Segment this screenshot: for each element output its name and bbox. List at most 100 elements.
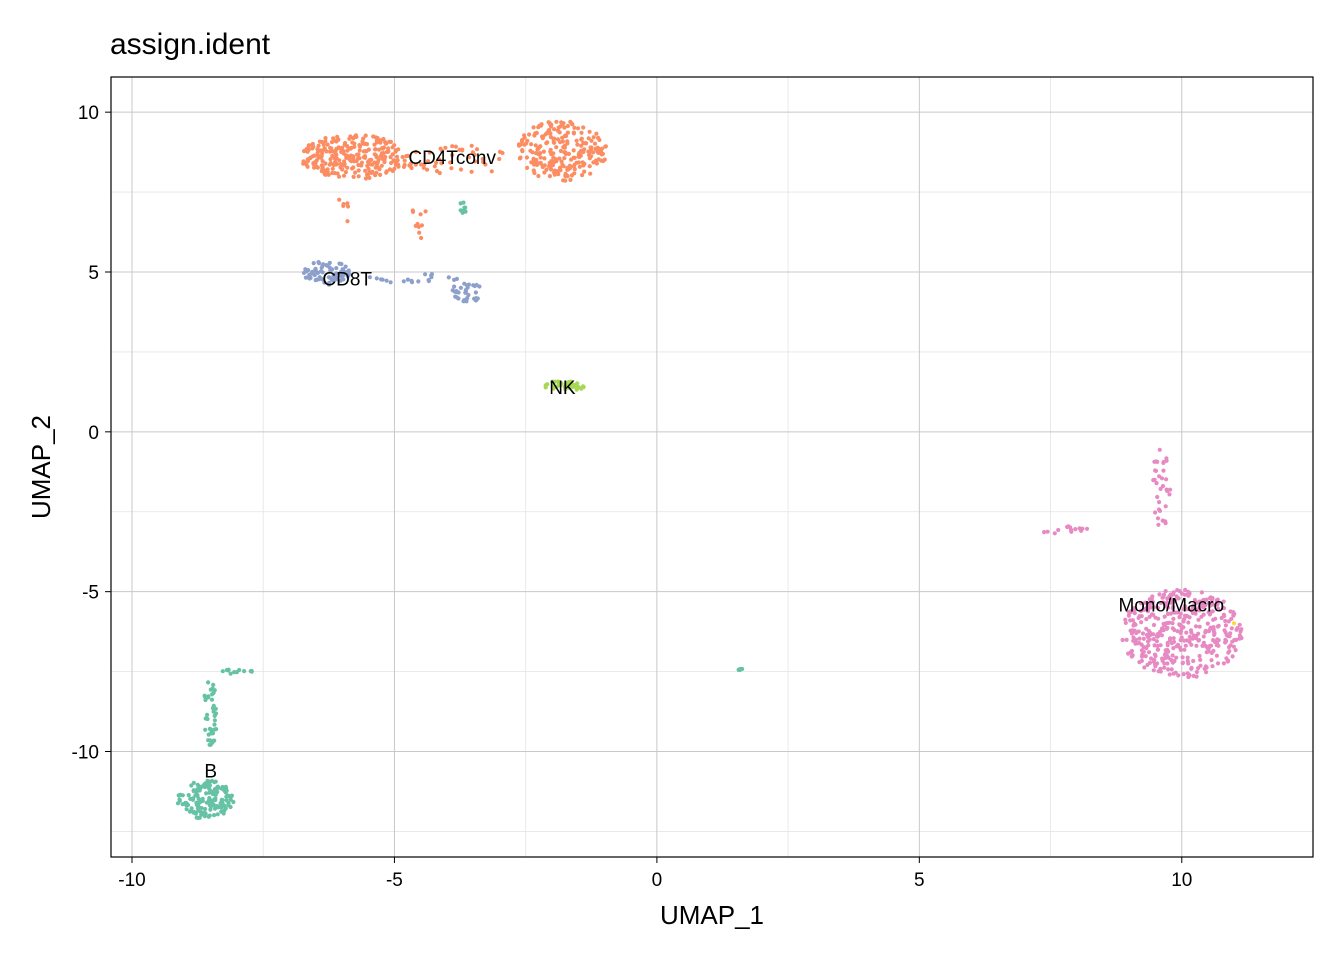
data-point: [1165, 488, 1170, 493]
data-point: [1199, 590, 1204, 595]
data-point: [1160, 518, 1166, 523]
data-point: [587, 164, 592, 169]
data-point: [341, 173, 347, 178]
data-point: [1167, 672, 1172, 677]
data-point: [1163, 648, 1168, 653]
data-point: [364, 142, 370, 147]
data-point: [576, 160, 582, 165]
data-point: [1130, 628, 1135, 633]
data-point: [575, 126, 581, 131]
data-point: [385, 149, 391, 154]
data-point: [1188, 628, 1194, 633]
data-point: [1191, 658, 1196, 664]
data-point: [1193, 624, 1199, 629]
data-point: [390, 168, 395, 173]
data-point: [1157, 500, 1162, 505]
data-point: [378, 138, 383, 143]
data-point: [474, 147, 480, 152]
data-point: [562, 384, 567, 389]
data-point: [361, 155, 366, 160]
data-point: [575, 381, 580, 386]
data-point: [361, 141, 366, 146]
data-point: [1212, 631, 1217, 636]
data-point: [305, 149, 310, 154]
data-point: [306, 143, 311, 148]
data-point: [416, 279, 421, 284]
data-point: [1204, 670, 1209, 675]
data-point: [212, 713, 217, 719]
x-axis-title: UMAP_1: [660, 900, 764, 930]
data-point: [1211, 627, 1216, 632]
data-point: [1171, 671, 1176, 676]
data-point: [353, 170, 358, 175]
data-point: [1066, 524, 1071, 529]
data-point: [1160, 656, 1165, 661]
data-point: [557, 156, 562, 161]
data-point: [541, 149, 547, 154]
data-point: [417, 230, 422, 235]
data-point: [533, 131, 538, 136]
data-point: [472, 296, 477, 301]
data-point: [1179, 635, 1184, 640]
data-point: [1155, 516, 1161, 521]
data-point: [316, 260, 321, 265]
data-point: [413, 149, 418, 154]
data-point: [565, 173, 570, 178]
data-point: [1155, 643, 1160, 649]
data-point: [1151, 605, 1156, 610]
data-point: [1230, 654, 1235, 659]
data-point: [1197, 624, 1202, 629]
data-point: [1163, 504, 1168, 509]
data-point: [209, 800, 214, 805]
data-point: [373, 173, 378, 178]
data-point: [1069, 527, 1074, 533]
data-point: [589, 154, 594, 159]
data-point: [576, 385, 582, 390]
data-point: [330, 166, 335, 171]
data-point: [1045, 529, 1050, 534]
data-point: [415, 221, 420, 227]
data-point: [197, 788, 202, 793]
data-point: [1138, 608, 1144, 614]
data-point: [342, 159, 347, 164]
data-point: [203, 697, 208, 703]
data-point: [351, 165, 356, 170]
data-point: [527, 132, 532, 137]
data-point: [548, 147, 553, 152]
data-point: [376, 147, 382, 152]
data-point: [452, 277, 457, 282]
data-point: [334, 146, 339, 151]
data-point: [554, 119, 559, 124]
data-point: [1156, 522, 1161, 527]
data-point: [205, 712, 210, 718]
data-point: [325, 142, 330, 147]
data-point: [413, 162, 418, 167]
data-point: [419, 162, 424, 167]
data-point: [312, 165, 317, 170]
data-point: [344, 155, 349, 160]
data-point: [578, 153, 584, 158]
x-tick-label: 0: [652, 870, 663, 891]
data-point: [432, 164, 437, 169]
data-point: [524, 155, 530, 160]
data-point: [589, 138, 594, 143]
data-point: [202, 782, 207, 787]
data-point: [1154, 639, 1159, 644]
data-point: [559, 159, 564, 164]
data-point: [552, 127, 557, 132]
data-point: [1210, 664, 1215, 669]
data-point: [443, 145, 448, 150]
data-point: [330, 170, 335, 176]
data-point: [454, 289, 459, 294]
data-point: [376, 157, 381, 162]
data-point: [588, 145, 593, 150]
data-point: [439, 161, 444, 166]
data-point: [425, 159, 431, 164]
data-point: [331, 136, 336, 141]
data-point: [203, 806, 208, 812]
data-point: [438, 146, 443, 151]
data-point: [529, 160, 534, 165]
data-point: [204, 800, 209, 805]
data-point: [319, 153, 324, 158]
plot-frame: [110, 76, 1314, 858]
